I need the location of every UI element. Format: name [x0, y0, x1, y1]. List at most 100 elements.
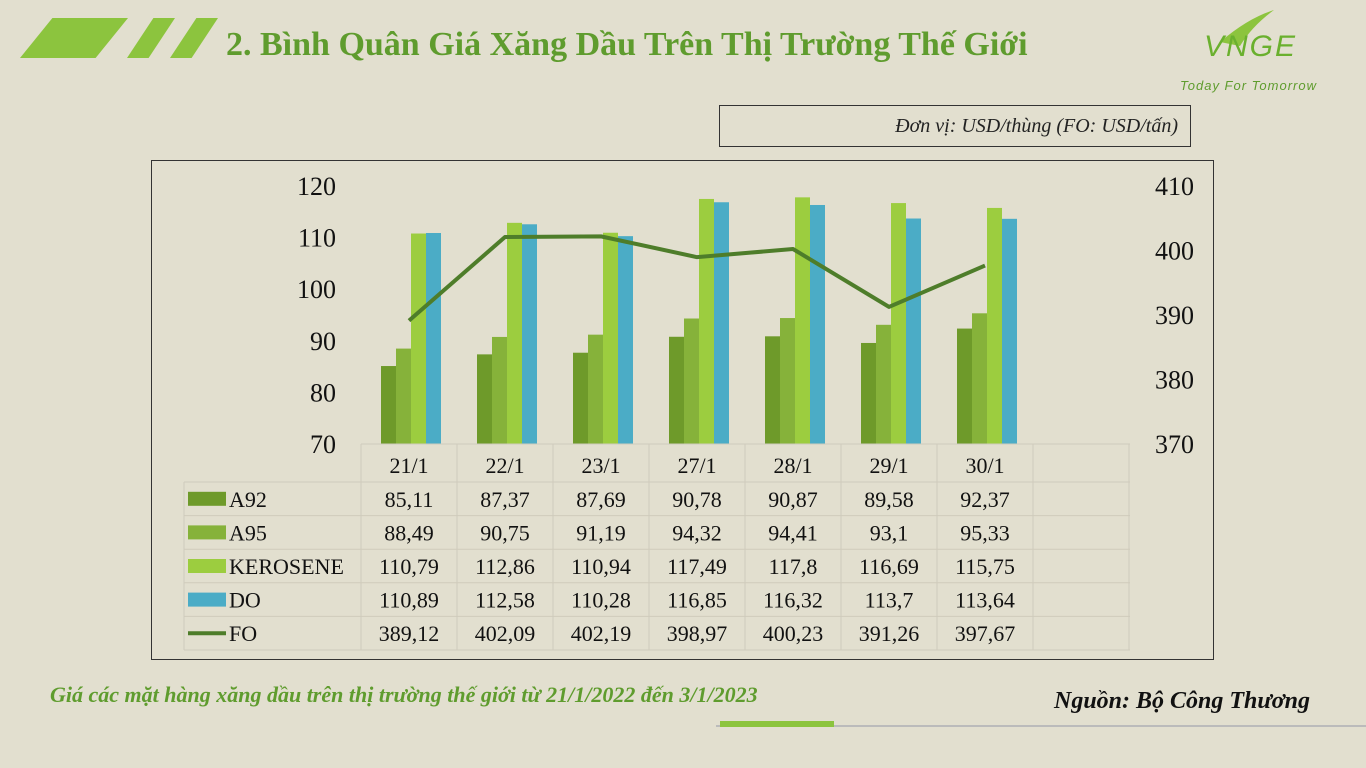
data-cell-a92: 89,58 — [864, 487, 914, 512]
bar-a92-6 — [957, 328, 972, 444]
page-title: 2. Bình Quân Giá Xăng Dầu Trên Thị Trườn… — [226, 26, 1028, 63]
bar-a95-3 — [684, 318, 699, 444]
bar-kerosene-6 — [987, 207, 1002, 444]
y-right-tick-label: 380 — [1155, 366, 1194, 395]
data-cell-kerosene: 115,75 — [955, 554, 1015, 579]
data-cell-a92: 92,37 — [960, 487, 1010, 512]
bar-a95-6 — [972, 313, 987, 444]
y-right-tick-label: 390 — [1155, 301, 1194, 330]
data-cell-kerosene: 110,94 — [571, 554, 631, 579]
category-label: 22/1 — [485, 453, 524, 478]
y-left-tick-label: 80 — [310, 378, 336, 407]
data-cell-do: 112,58 — [475, 588, 535, 613]
data-cell-kerosene: 116,69 — [859, 554, 919, 579]
logo-swoosh-icon — [1220, 10, 1274, 46]
source-note: Nguồn: Bộ Công Thương — [1054, 688, 1310, 714]
legend-key-do — [188, 592, 226, 607]
bar-a92-1 — [477, 354, 492, 444]
data-cell-do: 113,64 — [955, 588, 1015, 613]
data-cell-a92: 90,78 — [672, 487, 722, 512]
bar-a92-4 — [765, 336, 780, 444]
bar-a95-0 — [396, 348, 411, 444]
data-cell-do: 116,32 — [763, 588, 823, 613]
legend-key-a92 — [188, 491, 226, 506]
chart-caption: Giá các mặt hàng xăng dầu trên thị trườn… — [50, 682, 758, 707]
logo-text: VNGE — [1204, 30, 1298, 63]
data-cell-a95: 95,33 — [960, 520, 1010, 545]
legend-key-a95 — [188, 525, 226, 540]
bar-do-5 — [906, 218, 921, 444]
data-cell-fo: 398,97 — [667, 621, 728, 646]
data-cell-fo: 400,23 — [763, 621, 824, 646]
footer-accent — [720, 721, 834, 727]
logo-tagline: Today For Tomorrow — [1180, 78, 1317, 93]
bar-a92-5 — [861, 342, 876, 444]
legend-label-do: DO — [229, 588, 261, 613]
bar-a95-5 — [876, 324, 891, 444]
bar-kerosene-3 — [699, 198, 714, 444]
chart-container: 120 110 100 90 80 70 410 400 390 380 370 21/1 22/1 23… — [151, 160, 1214, 660]
y-left-tick-label: 100 — [297, 275, 336, 304]
data-cell-fo: 391,26 — [859, 621, 920, 646]
data-cell-fo: 402,19 — [571, 621, 632, 646]
legend-key-kerosene — [188, 559, 226, 573]
bar-kerosene-1 — [507, 222, 522, 444]
data-cell-do: 110,28 — [571, 588, 631, 613]
data-cell-a92: 87,37 — [480, 487, 530, 512]
legend-label-kerosene: KEROSENE — [229, 554, 344, 579]
y-left-tick-label: 90 — [310, 327, 336, 356]
data-cell-fo: 402,09 — [475, 621, 536, 646]
bar-kerosene-5 — [891, 203, 906, 444]
chart: 120 110 100 90 80 70 410 400 390 380 370 21/1 22/1 23… — [183, 172, 1194, 651]
bar-do-3 — [714, 202, 729, 444]
bar-do-1 — [522, 224, 537, 444]
data-cell-kerosene: 112,86 — [475, 554, 535, 579]
data-cell-a95: 93,1 — [870, 520, 909, 545]
y-right-tick-label: 410 — [1155, 172, 1194, 201]
data-cell-a95: 94,32 — [672, 520, 722, 545]
y-left-tick-label: 70 — [310, 430, 336, 459]
y-right-tick-label: 400 — [1155, 237, 1194, 266]
bar-do-6 — [1002, 218, 1017, 444]
bar-a95-4 — [780, 318, 795, 444]
bar-a95-1 — [492, 336, 507, 444]
data-cell-do: 113,7 — [865, 588, 914, 613]
legend-label-fo: FO — [229, 621, 257, 646]
data-cell-kerosene: 110,79 — [379, 554, 439, 579]
line-fo — [407, 234, 986, 323]
category-label: 30/1 — [965, 453, 1004, 478]
y-left-tick-label: 120 — [297, 172, 336, 201]
unit-note-box: Đơn vị: USD/thùng (FO: USD/tấn) — [719, 105, 1191, 147]
header-stripe-1 — [20, 18, 128, 58]
header-stripe-3 — [170, 18, 218, 58]
bar-do-4 — [810, 204, 825, 444]
bar-a95-2 — [588, 334, 603, 444]
data-cell-a95: 90,75 — [480, 520, 530, 545]
header-stripe-2 — [127, 18, 175, 58]
unit-note: Đơn vị: USD/thùng (FO: USD/tấn) — [895, 115, 1178, 137]
category-label: 28/1 — [773, 453, 812, 478]
bar-a92-0 — [381, 366, 396, 444]
data-cell-a95: 88,49 — [384, 520, 434, 545]
category-label: 21/1 — [389, 453, 428, 478]
data-cell-kerosene: 117,8 — [769, 554, 818, 579]
footer-divider — [716, 725, 1366, 727]
bar-kerosene-2 — [603, 232, 618, 444]
y-right-tick-label: 370 — [1155, 430, 1194, 459]
category-label: 23/1 — [581, 453, 620, 478]
data-cell-fo: 397,67 — [955, 621, 1016, 646]
data-cell-do: 116,85 — [667, 588, 727, 613]
bar-do-0 — [426, 233, 441, 444]
bar-kerosene-4 — [795, 197, 810, 444]
data-cell-a92: 85,11 — [385, 487, 434, 512]
legend-label-a92: A92 — [229, 487, 267, 512]
data-cell-a92: 87,69 — [576, 487, 626, 512]
data-cell-a95: 94,41 — [768, 520, 818, 545]
bar-a92-2 — [573, 352, 588, 444]
data-cell-do: 110,89 — [379, 588, 439, 613]
bar-a92-3 — [669, 336, 684, 444]
legend-label-a95: A95 — [229, 520, 267, 545]
data-cell-a95: 91,19 — [576, 520, 626, 545]
category-label: 27/1 — [677, 453, 716, 478]
category-label: 29/1 — [869, 453, 908, 478]
